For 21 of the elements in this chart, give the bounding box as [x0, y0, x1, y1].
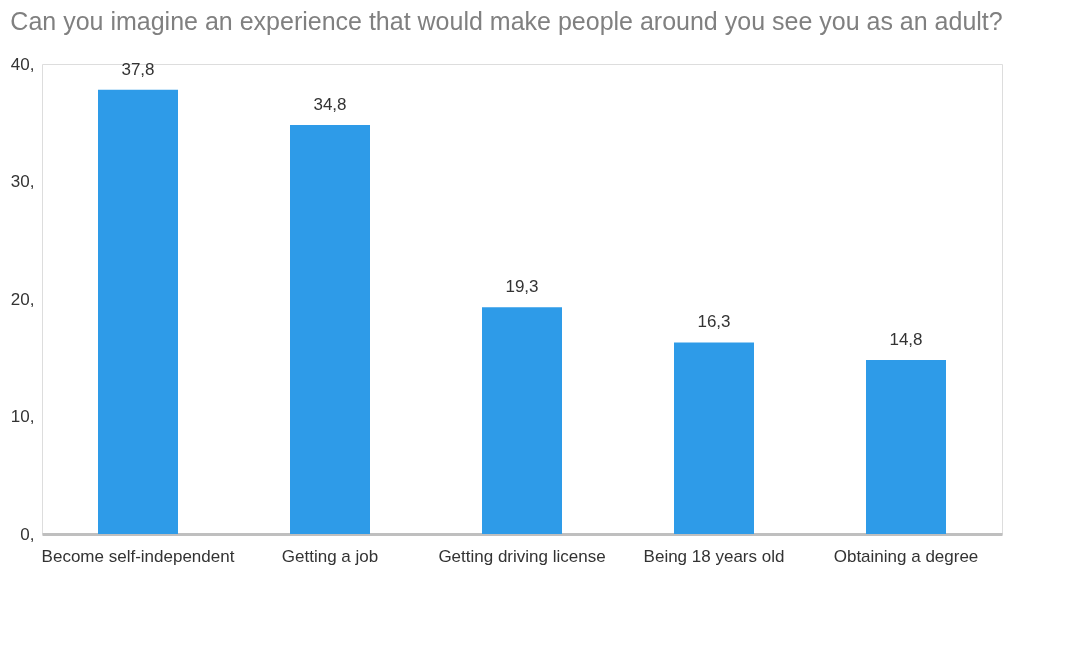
y-tick-label: 10,	[10, 407, 35, 426]
bar	[98, 89, 178, 534]
data-label: 37,8	[121, 59, 155, 79]
bar	[482, 307, 562, 534]
bar	[866, 360, 946, 534]
y-tick-label: 20,	[10, 289, 35, 309]
bar	[674, 342, 754, 534]
bar	[290, 125, 370, 534]
chart-title: Can you imagine an experience that would make people around you see you as an adult?	[10, 7, 1003, 35]
y-tick-label: 30,	[10, 172, 35, 191]
x-tick-label: Obtaining a degree	[833, 546, 979, 566]
data-label: 34,8	[313, 95, 347, 115]
x-tick-label: Getting driving license	[438, 546, 606, 566]
x-tick-label: Become self-independent	[41, 546, 235, 566]
data-label: 19,3	[505, 277, 539, 297]
data-label: 16,3	[697, 312, 731, 332]
y-tick-label: 0,	[20, 524, 35, 544]
y-tick-label: 40,	[10, 54, 35, 74]
data-label: 14,8	[889, 330, 923, 350]
x-tick-label: Being 18 years old	[643, 546, 785, 566]
x-tick-label: Getting a job	[281, 546, 379, 566]
